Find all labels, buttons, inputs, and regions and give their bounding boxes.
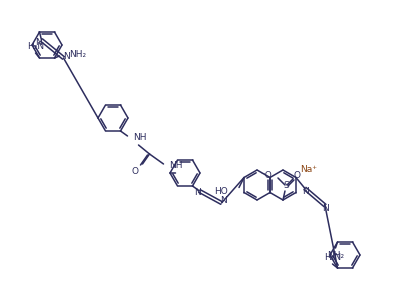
Text: H₂N: H₂N: [27, 42, 44, 51]
Text: ⁻O: ⁻O: [260, 172, 272, 181]
Text: Na⁺: Na⁺: [300, 166, 317, 175]
Text: NH: NH: [170, 162, 183, 170]
Text: NH: NH: [134, 133, 147, 142]
Text: N: N: [35, 38, 42, 47]
Text: NH₂: NH₂: [70, 51, 87, 60]
Text: O: O: [132, 167, 139, 176]
Text: N: N: [63, 51, 70, 61]
Text: N: N: [220, 197, 227, 206]
Text: N: N: [194, 188, 201, 197]
Text: NH₂: NH₂: [327, 250, 344, 259]
Text: N: N: [302, 187, 309, 196]
Text: O: O: [294, 172, 300, 181]
Text: N: N: [322, 204, 329, 213]
Text: S: S: [283, 182, 289, 191]
Text: H₂N: H₂N: [324, 253, 341, 262]
Text: HO: HO: [214, 187, 228, 196]
